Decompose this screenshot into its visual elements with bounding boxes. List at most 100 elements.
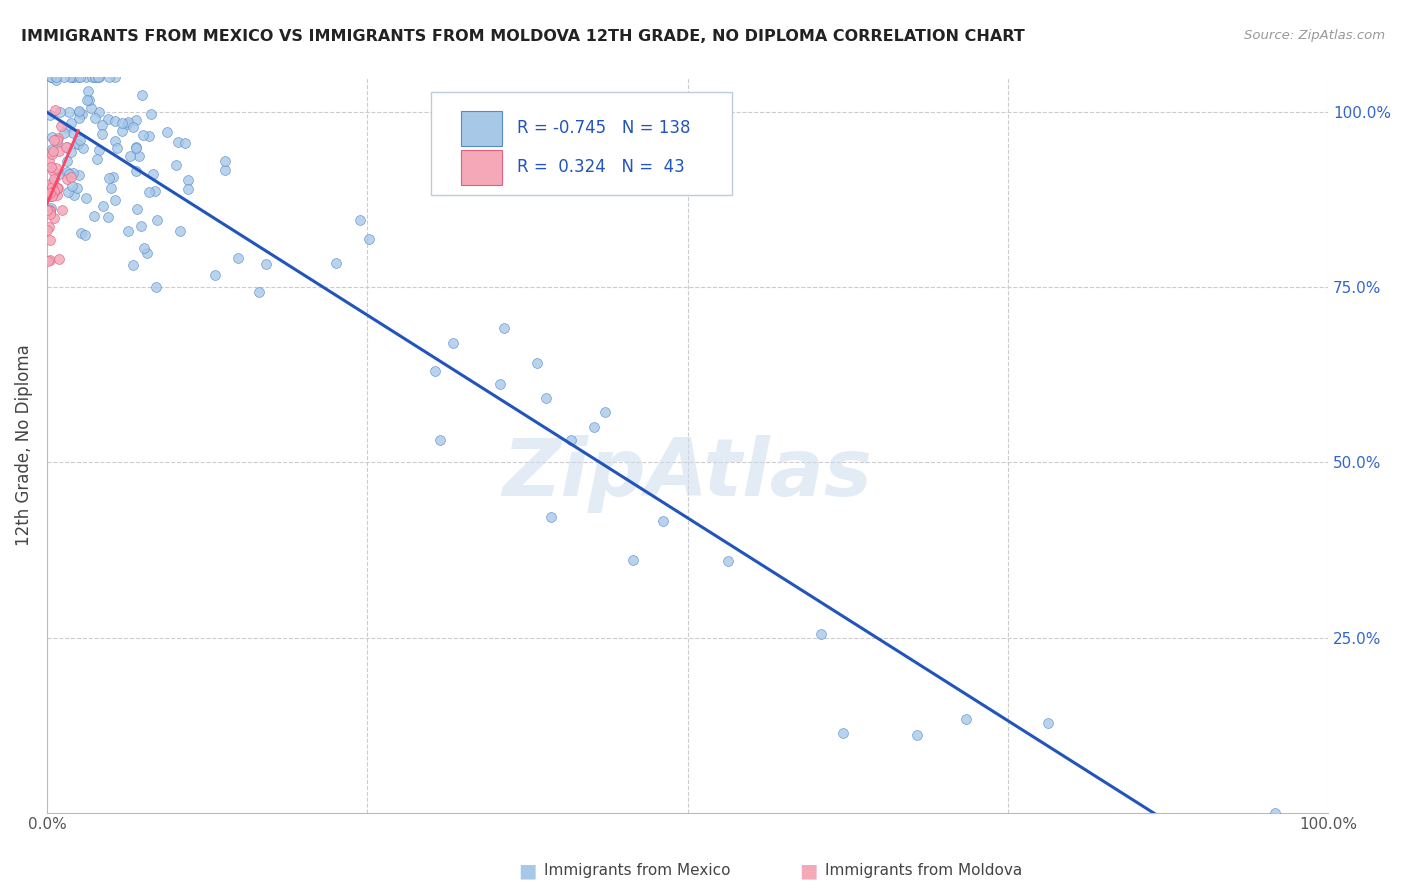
Point — [41, 189, 63, 203]
Point — [45, 70, 67, 85]
Point — [89, 70, 111, 85]
Point — [177, 182, 200, 196]
Point — [105, 141, 128, 155]
Point — [80, 102, 103, 116]
Point — [489, 376, 512, 391]
Point — [55, 121, 77, 136]
Point — [37, 223, 59, 237]
Point — [62, 179, 84, 194]
Point — [41, 186, 63, 200]
Point — [125, 140, 148, 154]
Point — [41, 180, 63, 194]
Point — [429, 433, 451, 447]
Point — [254, 257, 277, 271]
Point — [425, 363, 447, 377]
Point — [39, 70, 62, 85]
Point — [39, 203, 62, 218]
Point — [58, 104, 80, 119]
Point — [97, 171, 120, 186]
Point — [177, 173, 200, 187]
Point — [142, 168, 165, 182]
Point — [73, 228, 96, 243]
Point — [44, 103, 66, 118]
Point — [526, 356, 548, 370]
Point — [173, 136, 195, 150]
Point — [42, 185, 65, 199]
Point — [717, 554, 740, 568]
Point — [42, 164, 65, 178]
Point — [83, 209, 105, 223]
Point — [39, 177, 62, 191]
Text: Immigrants from Mexico: Immigrants from Mexico — [544, 863, 731, 878]
Point — [104, 134, 127, 148]
Point — [86, 153, 108, 167]
Point — [79, 93, 101, 107]
Point — [955, 711, 977, 725]
Point — [42, 211, 65, 225]
Point — [66, 70, 89, 85]
Point — [349, 213, 371, 227]
Point — [62, 70, 84, 85]
Point — [117, 224, 139, 238]
Point — [117, 115, 139, 129]
Point — [84, 70, 107, 85]
Point — [38, 220, 60, 235]
Point — [66, 137, 89, 152]
Point — [1038, 716, 1060, 731]
Point — [53, 126, 76, 140]
Point — [143, 184, 166, 198]
Text: Immigrants from Moldova: Immigrants from Moldova — [825, 863, 1022, 878]
Point — [132, 241, 155, 255]
Text: ZipAtlas: ZipAtlas — [502, 435, 873, 514]
Text: R =  0.324   N =  43: R = 0.324 N = 43 — [517, 159, 685, 177]
Point — [67, 103, 90, 118]
Point — [69, 70, 91, 85]
Point — [41, 142, 63, 156]
Point — [138, 129, 160, 144]
Point — [59, 145, 82, 159]
Point — [56, 165, 79, 179]
Point — [165, 158, 187, 172]
Point — [101, 170, 124, 185]
Point — [55, 140, 77, 154]
Point — [39, 201, 62, 215]
Point — [38, 252, 60, 267]
Point — [90, 118, 112, 132]
Point — [59, 116, 82, 130]
Text: IMMIGRANTS FROM MEXICO VS IMMIGRANTS FROM MOLDOVA 12TH GRADE, NO DIPLOMA CORRELA: IMMIGRANTS FROM MEXICO VS IMMIGRANTS FRO… — [21, 29, 1025, 44]
Point — [56, 171, 79, 186]
Point — [69, 133, 91, 147]
Point — [42, 133, 65, 147]
Point — [810, 627, 832, 641]
Point — [125, 164, 148, 178]
Point — [104, 114, 127, 128]
Point — [38, 153, 60, 168]
Point — [66, 136, 89, 151]
Text: ■: ■ — [517, 861, 537, 880]
Point — [39, 108, 62, 122]
Point — [91, 127, 114, 141]
Point — [39, 70, 62, 85]
Point — [127, 202, 149, 217]
Point — [52, 70, 75, 85]
Point — [494, 320, 516, 334]
Point — [38, 183, 60, 197]
Point — [138, 185, 160, 199]
Point — [905, 727, 928, 741]
Point — [111, 123, 134, 137]
Point — [359, 232, 381, 246]
Point — [63, 188, 86, 202]
Point — [48, 252, 70, 266]
Point — [129, 219, 152, 233]
Point — [582, 419, 605, 434]
Point — [595, 405, 617, 419]
Point — [70, 107, 93, 121]
FancyBboxPatch shape — [461, 150, 502, 186]
Y-axis label: 12th Grade, No Diploma: 12th Grade, No Diploma — [15, 344, 32, 546]
Point — [46, 180, 69, 194]
Point — [226, 251, 249, 265]
Point — [125, 141, 148, 155]
Point — [115, 117, 138, 131]
Point — [122, 120, 145, 135]
Point — [125, 112, 148, 127]
